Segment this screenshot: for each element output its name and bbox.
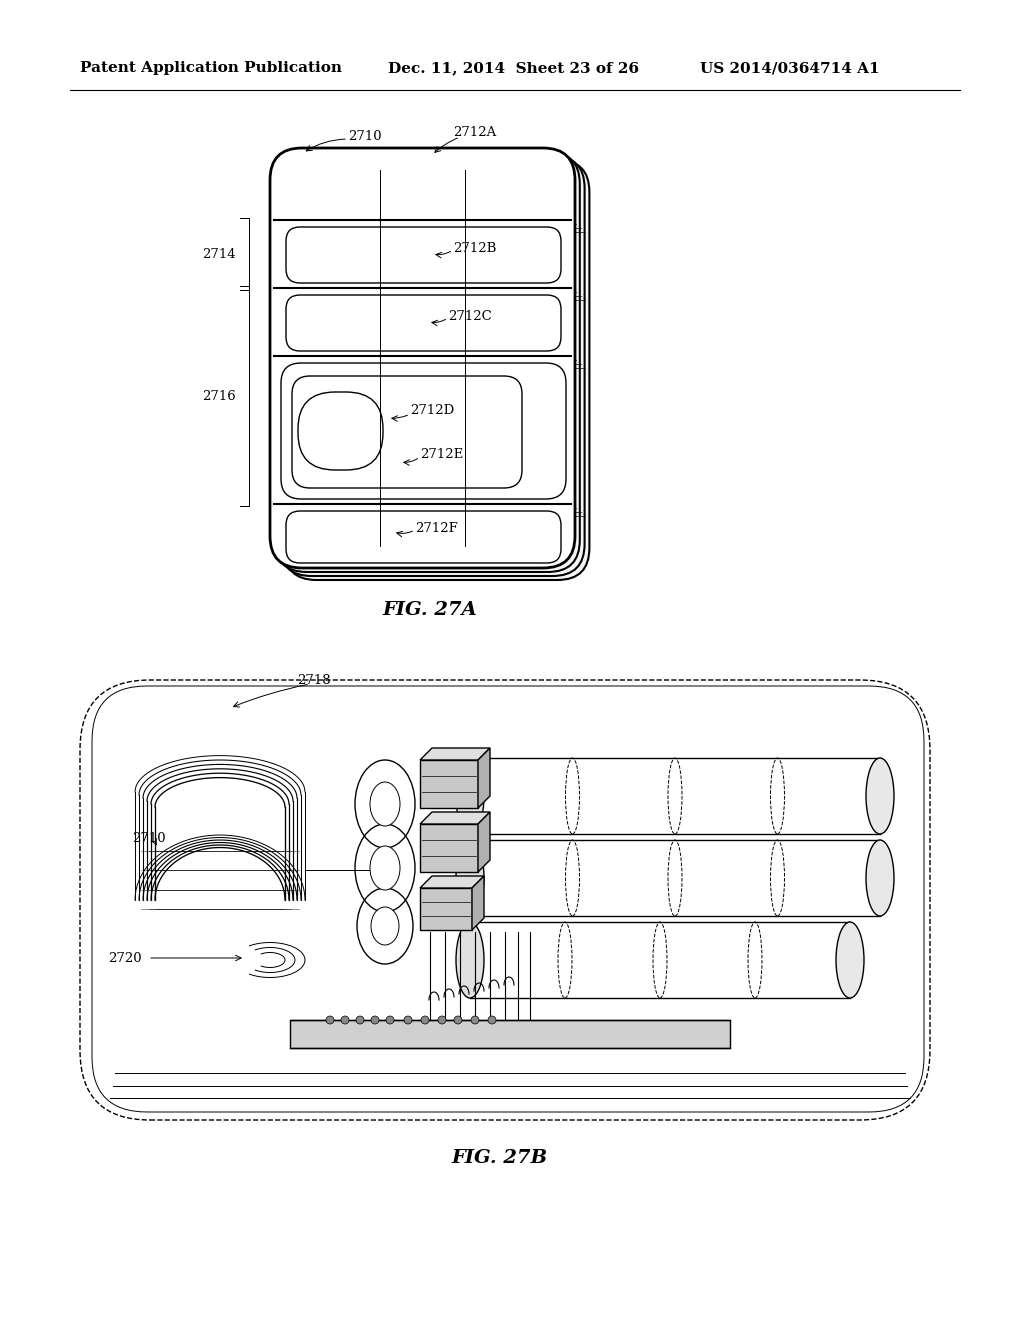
- Text: 2712D: 2712D: [410, 404, 455, 417]
- FancyBboxPatch shape: [280, 156, 585, 576]
- Text: 2712F: 2712F: [415, 521, 458, 535]
- Polygon shape: [420, 876, 484, 888]
- Circle shape: [371, 1016, 379, 1024]
- Text: 2712C: 2712C: [449, 309, 492, 322]
- Polygon shape: [472, 876, 484, 931]
- FancyBboxPatch shape: [270, 148, 575, 568]
- Circle shape: [341, 1016, 349, 1024]
- Bar: [420, 888, 472, 931]
- Circle shape: [488, 1016, 496, 1024]
- Text: FIG. 27B: FIG. 27B: [452, 1148, 548, 1167]
- Ellipse shape: [456, 840, 484, 916]
- Ellipse shape: [456, 921, 484, 998]
- Ellipse shape: [456, 758, 484, 834]
- Circle shape: [404, 1016, 412, 1024]
- Ellipse shape: [370, 781, 400, 826]
- Bar: [420, 760, 478, 808]
- Text: 2716: 2716: [203, 389, 236, 403]
- Text: FIG. 27A: FIG. 27A: [383, 601, 477, 619]
- Ellipse shape: [866, 758, 894, 834]
- Polygon shape: [478, 748, 490, 808]
- FancyBboxPatch shape: [80, 680, 930, 1119]
- Text: 2710: 2710: [132, 832, 166, 845]
- Circle shape: [386, 1016, 394, 1024]
- Circle shape: [471, 1016, 479, 1024]
- Polygon shape: [478, 812, 490, 873]
- Circle shape: [421, 1016, 429, 1024]
- Text: 2714: 2714: [203, 248, 236, 260]
- Text: 2712E: 2712E: [420, 447, 463, 461]
- Circle shape: [356, 1016, 364, 1024]
- Text: 2710: 2710: [348, 129, 382, 143]
- Circle shape: [438, 1016, 446, 1024]
- Text: 2718: 2718: [297, 673, 331, 686]
- Ellipse shape: [866, 840, 894, 916]
- Text: US 2014/0364714 A1: US 2014/0364714 A1: [700, 61, 880, 75]
- Bar: [420, 824, 478, 873]
- Text: 2712B: 2712B: [453, 242, 497, 255]
- Text: Dec. 11, 2014  Sheet 23 of 26: Dec. 11, 2014 Sheet 23 of 26: [388, 61, 639, 75]
- Polygon shape: [420, 748, 490, 760]
- Ellipse shape: [371, 907, 399, 945]
- Text: Patent Application Publication: Patent Application Publication: [80, 61, 342, 75]
- Bar: [290, 1020, 730, 1048]
- Text: 2712A: 2712A: [453, 127, 497, 140]
- Circle shape: [326, 1016, 334, 1024]
- FancyBboxPatch shape: [285, 160, 590, 579]
- FancyBboxPatch shape: [274, 152, 580, 572]
- Circle shape: [454, 1016, 462, 1024]
- Ellipse shape: [370, 846, 400, 890]
- Text: 2720: 2720: [108, 952, 141, 965]
- Polygon shape: [420, 812, 490, 824]
- Ellipse shape: [836, 921, 864, 998]
